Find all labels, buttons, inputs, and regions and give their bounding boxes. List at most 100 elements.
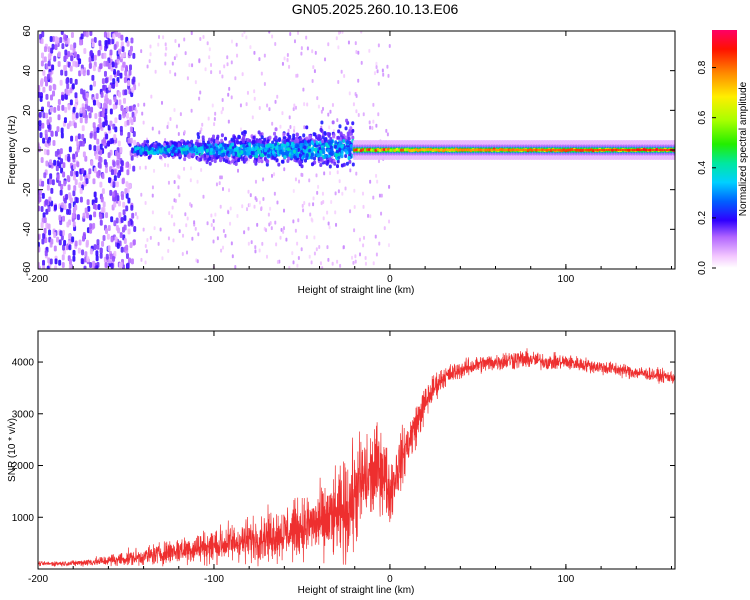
spectrogram-cell [76, 214, 80, 221]
spectrogram-cell [494, 149, 497, 151]
spectrogram-cell [254, 179, 257, 184]
spectrogram-cell [344, 153, 348, 158]
spectrogram-cell [88, 62, 92, 69]
spectrogram-cell [543, 149, 546, 151]
spectrogram-cell [318, 146, 322, 151]
spectrogram-cell [82, 70, 86, 77]
spectrogram-cell [113, 169, 117, 176]
spectrogram-cell [246, 207, 249, 212]
spectrogram-cell [263, 151, 267, 156]
spectrogram-cell [56, 174, 60, 181]
spectrogram-cell [228, 145, 232, 150]
spectrogram-cell [213, 122, 216, 127]
spectrogram-cell [119, 125, 123, 132]
spectrogram-cell [277, 162, 281, 167]
spectrogram-cell [320, 201, 323, 206]
spectrogram-cell [78, 58, 82, 65]
spectrogram-cell [74, 240, 78, 247]
spectrogram-cell [293, 103, 296, 108]
spectrogram-cell [75, 197, 79, 204]
spectrogram-cell [476, 149, 479, 151]
spectrogram-cell [534, 149, 537, 151]
spectrogram-cell [258, 57, 261, 62]
spectrogram-cell [108, 177, 112, 184]
spectrogram-cell [144, 151, 148, 156]
spectrogram-cell [47, 60, 51, 67]
spectrogram-cell [44, 199, 48, 206]
spectrogram-cell [317, 184, 320, 189]
spectrogram-cell [88, 168, 92, 175]
spectrogram-cell [105, 87, 109, 94]
spectrogram-cell [517, 149, 520, 151]
spectrogram-cell [128, 69, 132, 76]
spectrogram-cell [337, 80, 340, 85]
spectrogram-cell [95, 265, 99, 269]
spectrogram-cell [87, 105, 91, 112]
spectrogram-cell [211, 103, 214, 108]
spectrogram-cell [387, 73, 390, 78]
spectrogram-cell [388, 219, 391, 224]
spectrogram-cell [60, 69, 64, 76]
spectrogram-cell [263, 156, 267, 161]
spectrogram-cell [49, 106, 53, 113]
spectrogram-cell [44, 237, 48, 244]
spectrogram-cell [302, 208, 305, 213]
spectrogram-cell [480, 149, 483, 151]
spectrogram-cell [380, 211, 383, 216]
spectrogram-cell [84, 117, 88, 124]
spectrogram-cell [165, 46, 168, 51]
spectrogram-cell [222, 245, 225, 250]
spectrogram-cell [98, 40, 102, 47]
spectrogram-cell [363, 235, 366, 240]
spectrogram-cell [151, 193, 154, 198]
spectrogram-cell [202, 34, 205, 39]
spectrogram-cell [112, 33, 116, 40]
spectrogram-cell [260, 135, 264, 140]
spectrogram-cell [184, 212, 187, 217]
spectrogram-cell [210, 70, 213, 75]
spectrogram-cell [93, 244, 97, 251]
spectrogram-cell [227, 119, 230, 124]
spectrogram-cell [321, 147, 325, 152]
spectrogram-cell [73, 185, 77, 192]
spectrogram-cell [260, 71, 263, 76]
spectrogram-cell [47, 257, 51, 264]
spectrogram-cell [69, 197, 73, 204]
spectrogram-cell [329, 145, 333, 150]
spectrogram-cell [46, 73, 50, 80]
spectrogram-cell [61, 229, 65, 236]
spectrogram-cell [197, 135, 201, 140]
spectrogram-cell [54, 36, 58, 43]
spectrogram-cell [229, 221, 232, 226]
spectrogram-cell [360, 31, 363, 34]
spectrogram-cell [38, 120, 42, 127]
spectrogram-cell [64, 70, 68, 77]
spectrogram-cell [93, 54, 97, 61]
spectrogram-cell [75, 112, 79, 119]
spectrogram-cell [326, 245, 329, 250]
spectrogram-cell [217, 150, 221, 155]
spectrogram-cell [372, 119, 375, 124]
spectrogram-cell [355, 171, 358, 176]
spectrogram-cell [57, 114, 61, 121]
spectrogram-cell [310, 260, 313, 265]
spectrogram-cell [64, 154, 68, 161]
spectrogram-cell [47, 46, 51, 53]
spectrogram-cell [338, 147, 342, 152]
spectrogram-cell [120, 160, 124, 167]
spectrogram-cell [50, 238, 54, 245]
spectrogram-cell [475, 149, 478, 151]
spectrogram-cell [103, 60, 107, 67]
spectrogram-cell [53, 245, 57, 252]
spectrogram-cell [114, 62, 118, 69]
spectrogram-cell [128, 105, 132, 112]
spectrogram-cell [260, 159, 264, 164]
spectrogram-cell [312, 132, 316, 137]
spectrogram-cell [239, 103, 242, 108]
spectrogram-cell [96, 145, 100, 152]
spectrogram-cell [66, 221, 70, 228]
spectrogram-cell [665, 149, 668, 151]
spectrogram-cell [101, 188, 105, 195]
spectrogram-cell [109, 49, 113, 56]
spectrogram-cell [247, 226, 250, 231]
